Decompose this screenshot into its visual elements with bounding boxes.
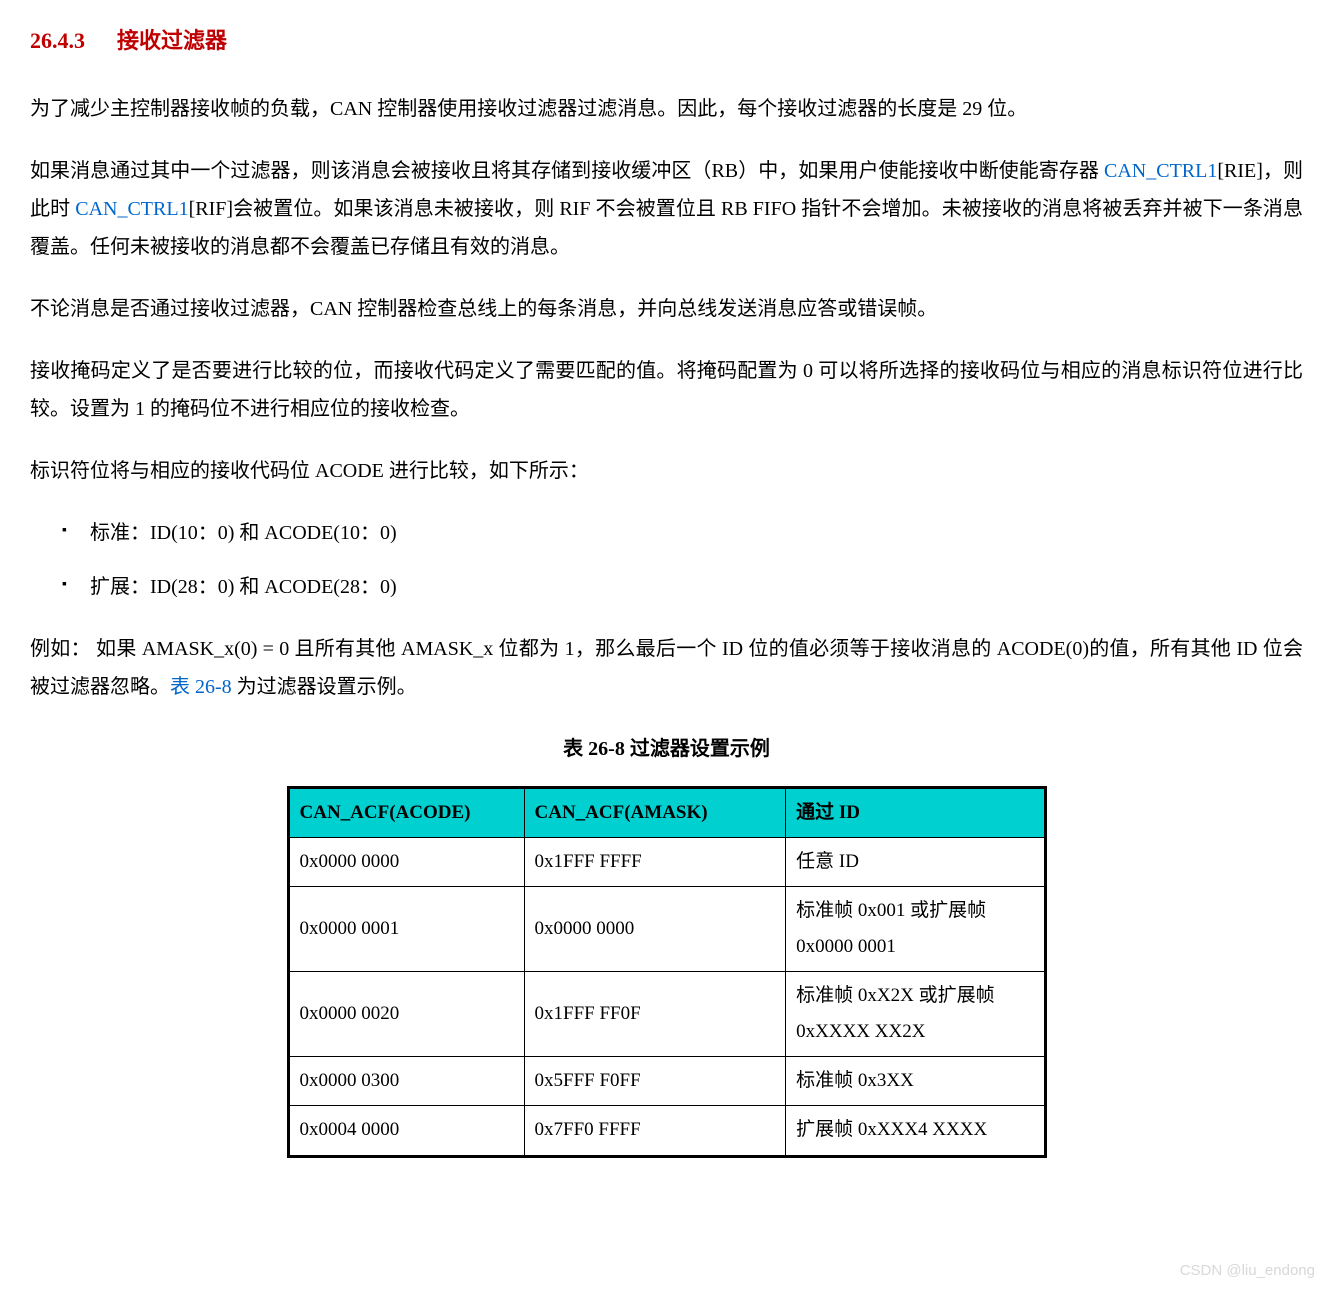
- cell-amask: 0x1FFF FF0F: [524, 972, 786, 1057]
- table-ref-link[interactable]: 表 26-8: [170, 676, 232, 698]
- table-caption: 表 26-8 过滤器设置示例: [30, 730, 1303, 768]
- cell-amask: 0x5FFF F0FF: [524, 1057, 786, 1106]
- register-link-can-ctrl1-rif[interactable]: CAN_CTRL1: [75, 198, 188, 220]
- cell-id: 任意 ID: [786, 837, 1045, 886]
- p6-text-b: 为过滤器设置示例。: [232, 676, 417, 698]
- cell-id: 标准帧 0x3XX: [786, 1057, 1045, 1106]
- cell-amask: 0x0000 0000: [524, 886, 786, 971]
- list-item: 扩展：ID(28：0) 和 ACODE(28：0): [90, 568, 1303, 606]
- bullet-list: 标准：ID(10：0) 和 ACODE(10：0) 扩展：ID(28：0) 和 …: [30, 514, 1303, 606]
- register-link-can-ctrl1-rie[interactable]: CAN_CTRL1: [1104, 160, 1217, 182]
- p2-text-a: 如果消息通过其中一个过滤器，则该消息会被接收且将其存储到接收缓冲区（RB）中，如…: [30, 160, 1104, 182]
- table-row: 0x0000 0020 0x1FFF FF0F 标准帧 0xX2X 或扩展帧 0…: [288, 972, 1045, 1057]
- table-row: 0x0000 0000 0x1FFF FFFF 任意 ID: [288, 837, 1045, 886]
- section-heading: 26.4.3 接收过滤器: [30, 20, 1303, 62]
- cell-acode: 0x0000 0001: [288, 886, 524, 971]
- section-number: 26.4.3: [30, 28, 85, 53]
- paragraph-6: 例如： 如果 AMASK_x(0) = 0 且所有其他 AMASK_x 位都为 …: [30, 630, 1303, 706]
- table-header-acode: CAN_ACF(ACODE): [288, 787, 524, 837]
- cell-acode: 0x0000 0000: [288, 837, 524, 886]
- cell-amask: 0x1FFF FFFF: [524, 837, 786, 886]
- cell-id: 扩展帧 0xXXX4 XXXX: [786, 1106, 1045, 1156]
- filter-settings-table: CAN_ACF(ACODE) CAN_ACF(AMASK) 通过 ID 0x00…: [287, 786, 1047, 1158]
- paragraph-3: 不论消息是否通过接收过滤器，CAN 控制器检查总线上的每条消息，并向总线发送消息…: [30, 290, 1303, 328]
- table-row: 0x0000 0001 0x0000 0000 标准帧 0x001 或扩展帧 0…: [288, 886, 1045, 971]
- list-item: 标准：ID(10：0) 和 ACODE(10：0): [90, 514, 1303, 552]
- cell-acode: 0x0004 0000: [288, 1106, 524, 1156]
- cell-acode: 0x0000 0020: [288, 972, 524, 1057]
- table-header-amask: CAN_ACF(AMASK): [524, 787, 786, 837]
- paragraph-2: 如果消息通过其中一个过滤器，则该消息会被接收且将其存储到接收缓冲区（RB）中，如…: [30, 152, 1303, 266]
- watermark: CSDN @liu_endong: [1180, 1257, 1315, 1286]
- paragraph-1: 为了减少主控制器接收帧的负载，CAN 控制器使用接收过滤器过滤消息。因此，每个接…: [30, 90, 1303, 128]
- cell-id: 标准帧 0xX2X 或扩展帧 0xXXXX XX2X: [786, 972, 1045, 1057]
- table-header-row: CAN_ACF(ACODE) CAN_ACF(AMASK) 通过 ID: [288, 787, 1045, 837]
- table-row: 0x0004 0000 0x7FF0 FFFF 扩展帧 0xXXX4 XXXX: [288, 1106, 1045, 1156]
- cell-id: 标准帧 0x001 或扩展帧 0x0000 0001: [786, 886, 1045, 971]
- p2-text-c: [RIF]会被置位。如果该消息未被接收，则 RIF 不会被置位且 RB FIFO…: [30, 198, 1303, 258]
- paragraph-4: 接收掩码定义了是否要进行比较的位，而接收代码定义了需要匹配的值。将掩码配置为 0…: [30, 352, 1303, 428]
- paragraph-5: 标识符位将与相应的接收代码位 ACODE 进行比较，如下所示：: [30, 452, 1303, 490]
- cell-acode: 0x0000 0300: [288, 1057, 524, 1106]
- table-header-id: 通过 ID: [786, 787, 1045, 837]
- section-title: 接收过滤器: [117, 28, 227, 53]
- cell-amask: 0x7FF0 FFFF: [524, 1106, 786, 1156]
- table-row: 0x0000 0300 0x5FFF F0FF 标准帧 0x3XX: [288, 1057, 1045, 1106]
